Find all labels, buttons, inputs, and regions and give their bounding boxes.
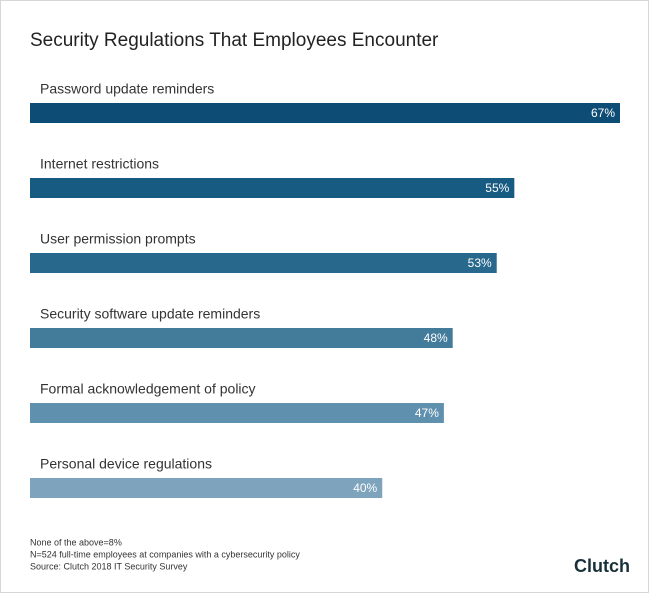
- bar: [30, 178, 515, 198]
- logo: Clutch: [574, 556, 630, 576]
- value-label: 40%: [353, 481, 377, 495]
- category-label: User permission prompts: [40, 231, 196, 247]
- note: N=524 full-time employees at companies w…: [30, 549, 300, 559]
- value-label: 67%: [591, 106, 615, 120]
- value-label: 55%: [485, 181, 509, 195]
- bar: [30, 403, 444, 423]
- bar: [30, 328, 453, 348]
- bar: [30, 478, 383, 498]
- value-label: 47%: [415, 406, 439, 420]
- category-label: Personal device regulations: [40, 456, 212, 472]
- chart-title: Security Regulations That Employees Enco…: [30, 30, 439, 51]
- value-label: 48%: [424, 331, 448, 345]
- bar: [30, 103, 620, 123]
- note: None of the above=8%: [30, 537, 122, 547]
- category-label: Security software update reminders: [40, 306, 260, 322]
- value-label: 53%: [468, 256, 492, 270]
- note: Source: Clutch 2018 IT Security Survey: [30, 561, 188, 571]
- category-label: Password update reminders: [40, 81, 214, 97]
- bar: [30, 253, 497, 273]
- category-label: Formal acknowledgement of policy: [40, 381, 256, 397]
- category-label: Internet restrictions: [40, 156, 159, 172]
